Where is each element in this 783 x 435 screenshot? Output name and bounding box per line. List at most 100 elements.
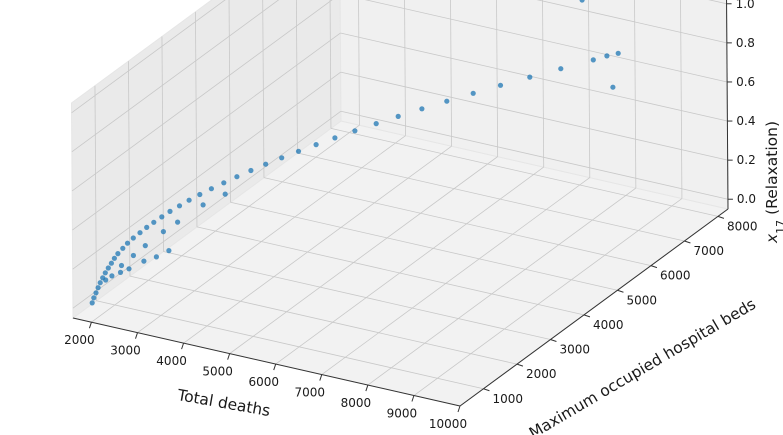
data-point <box>91 295 97 301</box>
data-point <box>141 258 147 264</box>
x-grid-line-floor <box>229 156 498 354</box>
data-point <box>590 57 596 63</box>
z-tick-label: 0.0 <box>737 192 756 206</box>
data-point <box>111 255 117 261</box>
z-grid-line-left <box>71 0 333 192</box>
y-tick-mark <box>483 388 490 392</box>
data-point <box>153 254 159 260</box>
x-grid-line-back <box>358 0 360 126</box>
x-grid-line-back <box>588 0 591 178</box>
data-point <box>222 191 228 197</box>
x-tick-label: 4000 <box>156 354 187 368</box>
data-point <box>108 260 114 266</box>
data-point <box>142 243 148 249</box>
data-point <box>160 229 166 235</box>
data-point <box>166 248 172 254</box>
x-grid-line-back <box>404 0 406 136</box>
y-tick-mark <box>650 265 658 269</box>
y-tick-label: 5000 <box>626 293 657 307</box>
z-grid-line-left <box>71 0 280 153</box>
x-tick-label: 10000 <box>429 417 467 431</box>
data-point <box>332 135 338 141</box>
y-grid-line-left <box>228 0 231 203</box>
y-grid-line-left <box>94 85 97 301</box>
data-point <box>234 174 240 180</box>
y-tick-mark <box>583 314 591 318</box>
x-grid-line-floor <box>183 145 452 344</box>
y-grid-line-floor <box>297 152 685 242</box>
z-tick-label: 1.0 <box>736 0 755 11</box>
y-tick-mark <box>516 363 524 367</box>
back-pane <box>339 0 729 210</box>
data-point <box>95 285 101 291</box>
x-grid-line-floor <box>137 135 406 333</box>
y-grid-line-left <box>295 0 298 154</box>
data-point <box>527 74 533 80</box>
y-grid-line-left <box>262 0 265 178</box>
data-point <box>395 113 401 119</box>
data-point <box>186 197 192 203</box>
x-grid-line-floor <box>321 177 591 375</box>
left-pane <box>70 0 342 319</box>
y-tick-mark <box>684 240 691 244</box>
z-tick-label: 0.8 <box>736 36 755 50</box>
data-point <box>120 245 126 251</box>
y-axis-line <box>459 208 729 407</box>
x-grid-line-floor <box>413 198 683 396</box>
data-point <box>313 142 319 148</box>
z-tick-label: 0.4 <box>736 114 755 128</box>
data-point <box>604 53 610 59</box>
data-point <box>93 290 99 296</box>
data-point <box>103 277 109 283</box>
data-point <box>221 180 227 186</box>
x-tick-label: 6000 <box>248 375 279 389</box>
y-tick-label: 3000 <box>559 343 590 357</box>
data-point <box>352 128 358 134</box>
data-point <box>263 161 269 167</box>
data-point <box>167 208 173 214</box>
z-grid-line-left <box>72 110 342 309</box>
z-grid-line-back <box>536 0 727 44</box>
y-tick-label: 2000 <box>526 367 557 381</box>
x-tick-label: 7000 <box>295 386 326 400</box>
y-grid-line-floor <box>163 251 551 340</box>
data-point <box>444 98 450 104</box>
data-point <box>109 273 115 279</box>
y-grid-line-floor <box>330 127 719 217</box>
x-tick-mark <box>457 405 461 413</box>
data-point <box>610 84 616 90</box>
z-axis-line <box>726 0 729 210</box>
data-point <box>295 148 302 154</box>
x-tick-mark <box>181 342 185 350</box>
y-grid-line-floor <box>196 226 585 316</box>
data-point <box>130 235 136 241</box>
data-point <box>102 270 108 276</box>
z-grid-line-back <box>340 32 728 122</box>
data-point <box>197 191 203 198</box>
z-grid-line-back <box>340 71 728 161</box>
data-point <box>89 300 95 306</box>
y-tick-label: 7000 <box>693 244 724 258</box>
x-tick-label: 2000 <box>64 333 95 347</box>
data-point <box>579 0 585 3</box>
x-tick-mark <box>227 353 231 360</box>
data-point <box>615 50 621 56</box>
y-tick-label: 1000 <box>492 392 523 406</box>
data-points <box>89 0 621 306</box>
data-point <box>248 167 254 174</box>
x-grid-line-back <box>634 0 637 189</box>
data-point <box>115 251 121 257</box>
data-point <box>144 224 150 230</box>
data-point <box>126 266 132 272</box>
z-grid-line-left <box>72 71 341 270</box>
y-tick-label: 4000 <box>593 318 624 332</box>
data-point <box>200 202 206 208</box>
y-grid-line-left <box>128 61 131 277</box>
grid-lines <box>71 0 729 407</box>
x-axis-title: Total deaths <box>175 386 272 420</box>
data-point <box>117 269 124 275</box>
x-tick-label: 5000 <box>202 365 233 379</box>
x-tick-mark <box>88 322 92 329</box>
y-tick-label: 6000 <box>660 269 691 283</box>
